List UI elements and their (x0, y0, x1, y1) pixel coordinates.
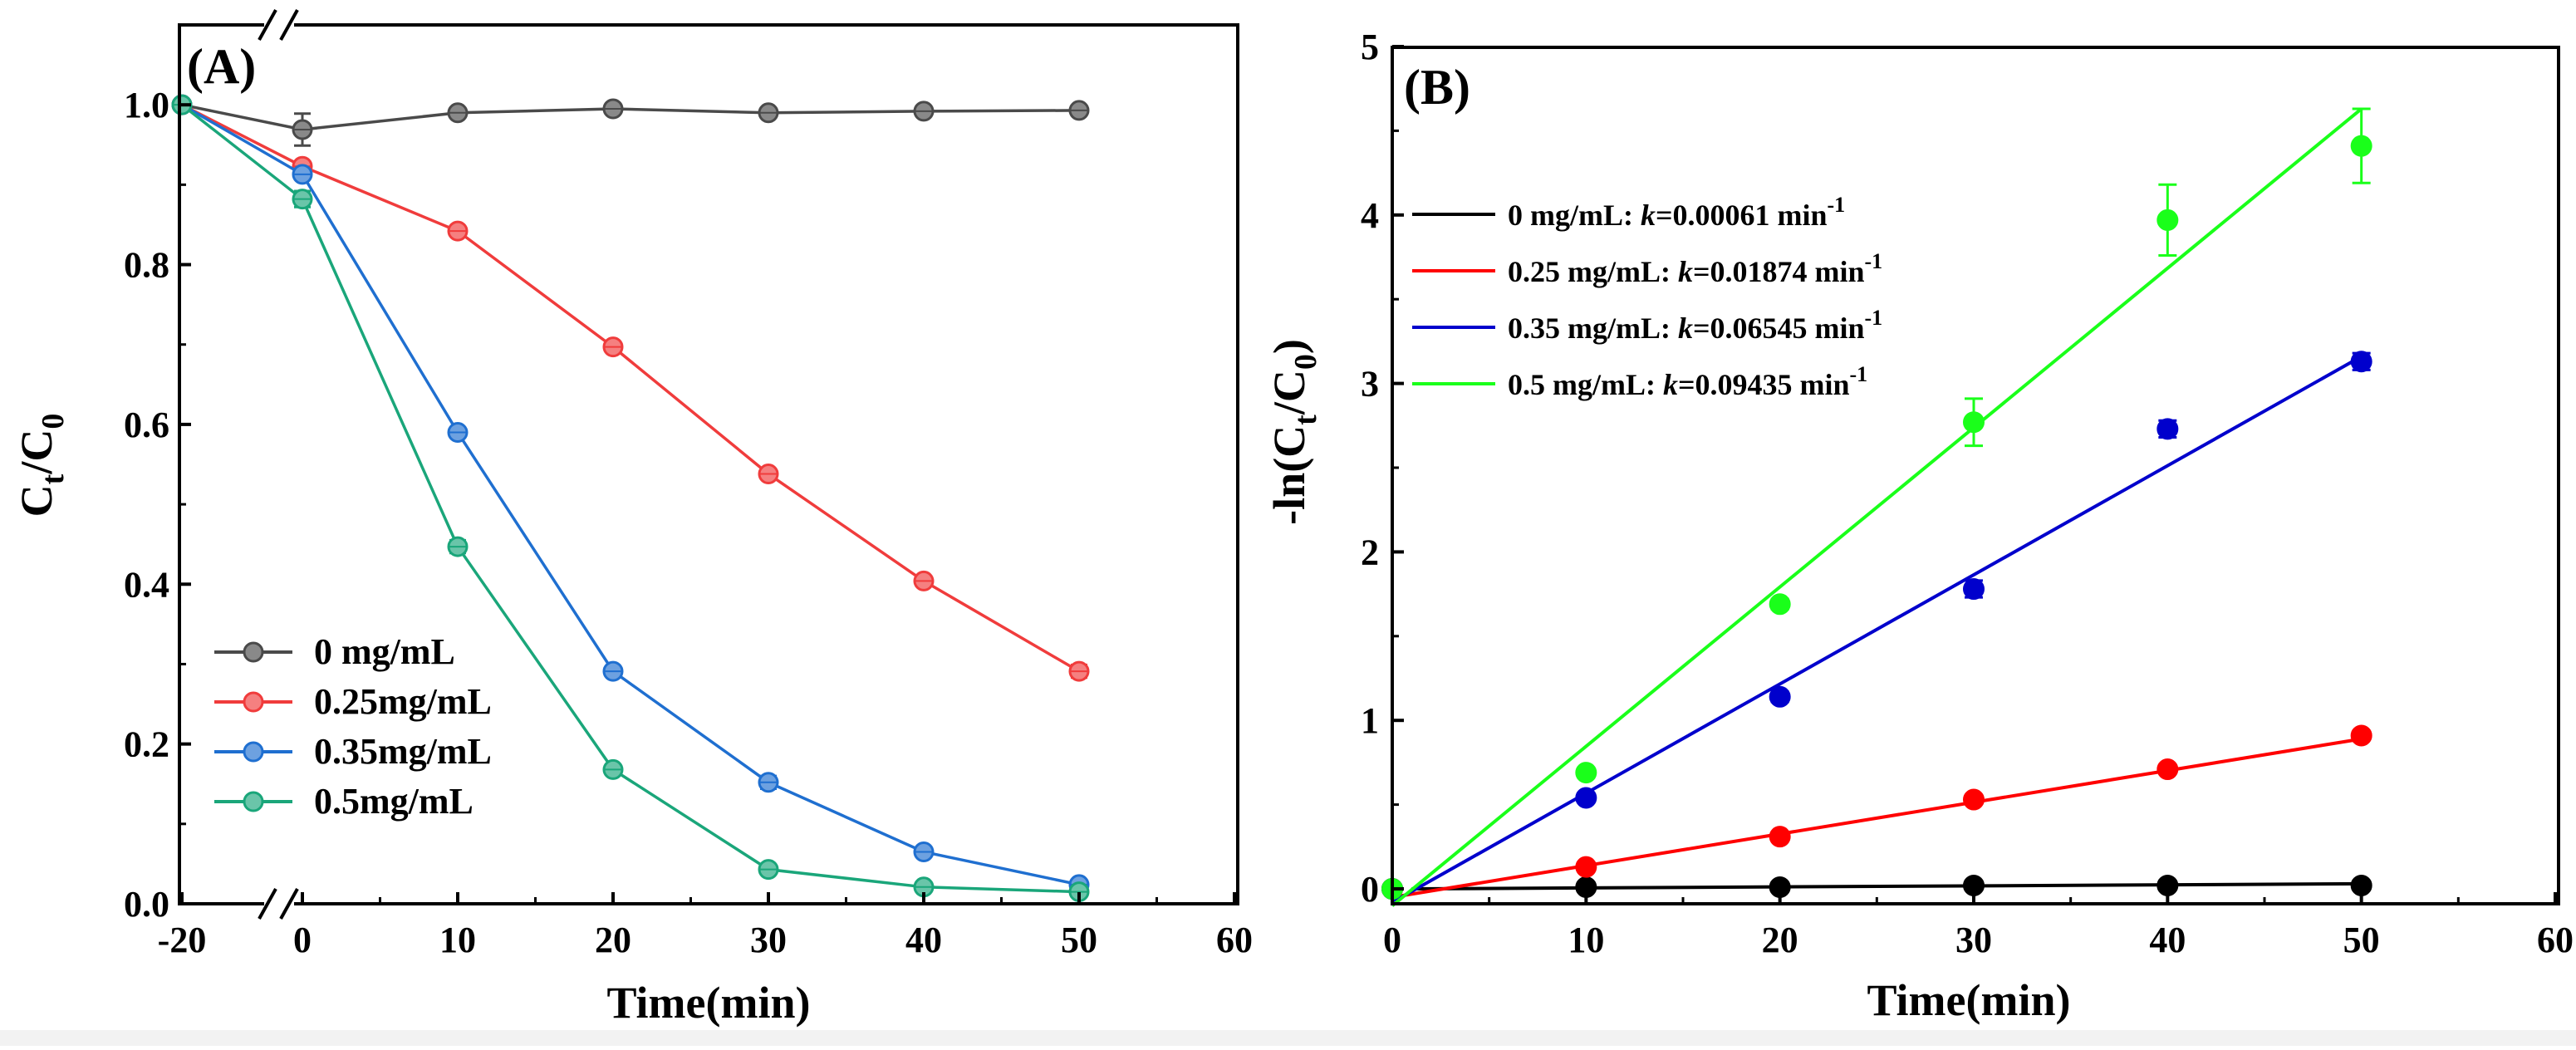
panel-b-ytick-label: 4 (1361, 195, 1379, 236)
panel-b-fit-line (1391, 737, 2362, 900)
panel-b-fit-line (1391, 355, 2363, 904)
panel-b-data-point (2156, 418, 2179, 440)
panel-a-ylabel: Ct/C0 (12, 414, 71, 518)
panel-b-data-point (2156, 209, 2179, 231)
panel-b-data-point (2350, 351, 2372, 373)
panel-a-legend-marker (243, 791, 264, 812)
panel-b-xtick-label: 20 (1762, 920, 1798, 960)
panel-a-xtick-label: 40 (905, 920, 942, 960)
panel-b-data-point (1963, 411, 1985, 434)
panel-a-xtick-label: 30 (750, 920, 787, 960)
panel-a-ytick-label: 0.6 (124, 405, 169, 445)
panel-a-xtick-label: 10 (439, 920, 476, 960)
panel-b-data-point (1769, 685, 1791, 708)
panel-b-xtick-label: 10 (1568, 920, 1604, 960)
panel-b-ylabel: -ln(Ct/C0) (1264, 339, 1323, 525)
panel-b-legend-k: k (1678, 312, 1693, 345)
panel-b-ytick-label: 2 (1361, 532, 1379, 572)
panel-b-legend-label: 0 mg/mL: k=0.00061 min-1 (1508, 193, 1845, 232)
panel-b-legend-label: 0.5 mg/mL: k=0.09435 min-1 (1508, 362, 1867, 401)
panel-b-ytick-label: 0 (1361, 869, 1379, 910)
panel-a-axis-break-top-mark-2 (279, 9, 299, 41)
panel-b-data-point (1963, 578, 1985, 601)
panel-a-xtick-label: -20 (158, 920, 207, 960)
panel-b-data-point (2156, 758, 2179, 781)
panel-a-label: (A) (187, 39, 256, 94)
panel-b-legend-prefix: 0.25 mg/mL: (1508, 255, 1678, 288)
panel-b-label: (B) (1404, 60, 1470, 115)
panel-b-legend-exp: -1 (1865, 249, 1883, 273)
panel-b-data-point (2350, 135, 2372, 157)
panel-a-legend-label: 0 mg/mL (314, 631, 455, 672)
panel-b-legend-exp: -1 (1828, 193, 1846, 217)
panel-a-xtick-label: 50 (1061, 920, 1097, 960)
panel-b-legend-k: k (1678, 255, 1693, 288)
panel-a-xtick-label: 0 (293, 920, 312, 960)
panel-b-xtick-label: 60 (2537, 920, 2574, 960)
panel-a-legend-marker (243, 641, 264, 663)
panel-b-data-point (1575, 856, 1597, 878)
panel-a-ytick-label: 0.0 (124, 884, 169, 925)
panel-a-xtick-label: 20 (595, 920, 631, 960)
panel-b-ytick-label: 5 (1361, 27, 1379, 67)
panel-b-legend-prefix: 0 mg/mL: (1508, 199, 1641, 232)
panel-a-xlabel: Time(min) (607, 978, 811, 1028)
panel-a-legend-label: 0.25mg/mL (314, 681, 492, 722)
panel-b-data-point (1769, 826, 1791, 848)
panel-b-xtick-label: 50 (2343, 920, 2380, 960)
panel-b-xlabel: Time(min) (1867, 975, 2071, 1025)
panel-a-axis-break-bottom-mark-2 (279, 888, 299, 920)
panel-b-data-point (1769, 593, 1791, 616)
panel-a: -20 0 10 20 30 40 50 60 0.0 0.2 0.4 0.6 0.8 1.0 0 mg/… (12, 9, 1253, 1028)
panel-b-legend-prefix: 0.5 mg/mL: (1508, 368, 1663, 401)
panel-a-frame (178, 23, 1239, 905)
panel-b-legend-value: =0.00061 min (1656, 199, 1828, 232)
panel-b-data-point (1575, 787, 1597, 809)
panel-a-legend-marker (243, 691, 264, 713)
panel-b-data-point (1963, 788, 1985, 811)
panel-b-data-point (2350, 724, 2372, 747)
panel-b-fit-line (1411, 881, 2362, 891)
panel-a-legend-marker (243, 741, 264, 763)
panel-b-legend-prefix: 0.35 mg/mL: (1508, 312, 1678, 345)
panel-a-legend-label: 0.5mg/mL (314, 781, 473, 822)
panel-b-fit-line (1391, 107, 2363, 907)
panel-a-legend-label: 0.35mg/mL (314, 731, 492, 772)
panel-b-legend-k: k (1641, 199, 1656, 232)
panel-a-axis-break-bottom-mark-1 (258, 888, 277, 920)
panel-b-legend-value: =0.09435 min (1678, 368, 1850, 401)
panel-b-legend-exp: -1 (1850, 362, 1868, 386)
panel-a-xtick-label: 60 (1216, 920, 1253, 960)
panel-a-axis-break-top-mark-1 (258, 9, 277, 41)
panel-b-ytick-label: 3 (1361, 364, 1379, 405)
panel-b-legend-exp: -1 (1865, 306, 1883, 330)
panel-b-legend-label: 0.25 mg/mL: k=0.01874 min-1 (1508, 249, 1882, 288)
panel-a-ytick-label: 0.2 (124, 724, 169, 765)
panel-a-ytick-label: 0.8 (124, 245, 169, 286)
panel-b-xtick-label: 40 (2149, 920, 2186, 960)
panel-b-legend-value: =0.01874 min (1693, 255, 1865, 288)
panel-b-legend-value: =0.06545 min (1693, 312, 1865, 345)
panel-b-xtick-label: 0 (1383, 920, 1401, 960)
panel-b-ytick-label: 1 (1361, 700, 1379, 741)
panel-a-ytick-label: 1.0 (124, 85, 169, 125)
panel-b-xtick-label: 30 (1955, 920, 1992, 960)
panel-b-legend-k: k (1663, 368, 1678, 401)
panel-b-data-point (1575, 762, 1597, 784)
panel-b-legend-label: 0.35 mg/mL: k=0.06545 min-1 (1508, 306, 1882, 345)
panel-a-ytick-label: 0.4 (124, 564, 169, 605)
